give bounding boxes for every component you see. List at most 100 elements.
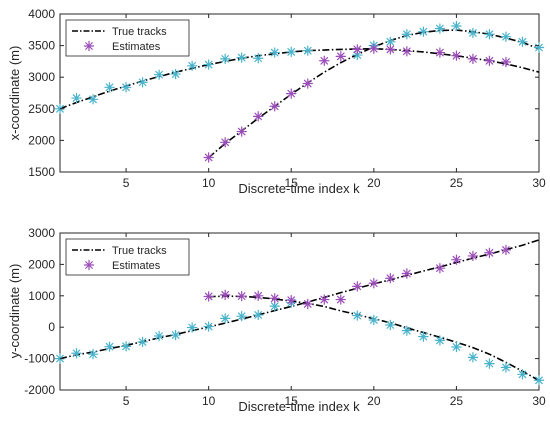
legend: True tracks Estimates xyxy=(65,19,190,57)
estimate-point xyxy=(484,29,495,40)
estimate-point xyxy=(170,68,181,80)
x-axis-label: Discrete-time index k xyxy=(238,399,360,414)
x-tick-label: 30 xyxy=(532,176,546,190)
series-layer xyxy=(54,239,545,386)
y-tick-label: -2000 xyxy=(24,383,55,397)
estimate-point xyxy=(170,329,181,341)
legend-box xyxy=(65,19,190,57)
x-tick-label: 30 xyxy=(532,394,546,408)
y-tick-label: 2000 xyxy=(28,257,55,271)
estimate-point xyxy=(186,322,198,333)
estimate-point xyxy=(87,349,99,360)
estimate-point xyxy=(269,300,280,312)
estimate-point xyxy=(153,330,165,342)
estimate-point xyxy=(385,44,396,55)
x-tick-label: 5 xyxy=(123,176,130,190)
estimate-point xyxy=(236,52,247,63)
estimate-point xyxy=(219,53,231,65)
estimate-point xyxy=(385,319,396,331)
estimate-point xyxy=(335,294,346,305)
tick-layer: 5 10 15 20 25 30 1500 2000 2500 3000 3500 4000 xyxy=(28,7,546,190)
estimate-point xyxy=(219,313,231,324)
legend-estimates-label: Estimates xyxy=(112,260,161,272)
estimate-point xyxy=(302,78,313,89)
estimate-point xyxy=(203,152,214,163)
x-tick-label: 10 xyxy=(202,394,216,408)
legend-true-tracks-label: True tracks xyxy=(112,245,167,257)
estimate-point xyxy=(434,262,446,274)
asterisk-icon xyxy=(83,40,95,52)
estimate-point xyxy=(418,331,429,342)
estimate-point xyxy=(104,341,115,352)
estimate-point xyxy=(286,46,297,58)
estimate-point xyxy=(451,50,462,61)
legend-box xyxy=(65,238,190,276)
estimate-point xyxy=(302,298,313,310)
x-tick-label: 20 xyxy=(367,176,381,190)
estimate-point xyxy=(286,88,297,99)
estimate-point xyxy=(451,254,462,265)
estimate-point xyxy=(153,69,165,80)
estimate-point xyxy=(253,111,264,122)
estimate-point xyxy=(500,244,512,256)
estimate-point xyxy=(269,101,280,112)
estimate-point xyxy=(253,290,264,301)
estimate-point xyxy=(104,82,115,93)
estimate-point xyxy=(186,60,198,72)
estimate-point xyxy=(302,45,313,56)
estimate-point xyxy=(253,309,264,321)
estimate-point xyxy=(236,311,247,322)
legend-true-tracks-label: True tracks xyxy=(112,26,167,38)
estimate-point xyxy=(368,43,380,54)
estimate-point xyxy=(352,44,363,55)
estimate-point xyxy=(352,281,363,292)
estimate-point xyxy=(286,294,297,306)
estimate-point xyxy=(253,53,264,64)
estimate-point xyxy=(434,335,446,346)
estimate-point xyxy=(418,26,429,37)
subplot-y-coordinate: 5 10 15 20 25 30 -2000 -1000 0 1000 2000 3000 Discr… xyxy=(7,226,546,414)
estimate-point xyxy=(137,336,148,348)
estimate-point xyxy=(87,94,99,105)
estimate-point xyxy=(533,42,545,53)
estimate-point xyxy=(467,27,479,39)
y-tick-label: 3000 xyxy=(28,70,55,84)
y-tick-label: 1000 xyxy=(28,289,55,303)
estimate-point xyxy=(500,56,512,68)
estimate-point xyxy=(467,53,479,65)
estimate-point xyxy=(500,362,512,373)
y-axis-label: x-coordinate (m) xyxy=(7,46,22,141)
estimate-point xyxy=(385,273,396,284)
series-layer xyxy=(54,20,545,163)
estimate-point xyxy=(137,77,148,88)
estimate-point xyxy=(319,55,330,66)
y-tick-label: 3000 xyxy=(28,226,55,240)
estimate-point xyxy=(269,293,280,304)
estimate-point xyxy=(203,291,214,302)
estimate-point xyxy=(368,278,380,289)
estimate-point xyxy=(517,36,528,48)
estimate-point xyxy=(120,341,132,352)
estimate-point xyxy=(467,250,479,262)
estimate-point xyxy=(203,59,214,70)
y-tick-label: 3500 xyxy=(28,39,55,53)
legend: True tracks Estimates xyxy=(65,238,190,276)
estimate-point xyxy=(236,126,247,137)
estimate-point xyxy=(319,294,330,305)
asterisk-icon xyxy=(83,259,95,271)
estimate-point xyxy=(203,321,214,332)
estimate-point xyxy=(236,290,247,302)
y-tick-label: -1000 xyxy=(24,352,55,366)
estimate-point xyxy=(467,352,479,363)
estimate-point xyxy=(368,314,380,326)
true-track-line-1 xyxy=(59,47,540,110)
estimate-point xyxy=(401,29,413,40)
estimate-point xyxy=(352,310,363,321)
tick-layer: 5 10 15 20 25 30 -2000 -1000 0 1000 2000 3000 xyxy=(24,226,546,408)
estimate-point xyxy=(71,348,82,359)
legend-estimates-label: Estimates xyxy=(112,41,161,53)
axes-box xyxy=(59,232,540,391)
x-tick-label: 15 xyxy=(285,176,299,190)
y-tick-label: 2000 xyxy=(28,133,55,147)
